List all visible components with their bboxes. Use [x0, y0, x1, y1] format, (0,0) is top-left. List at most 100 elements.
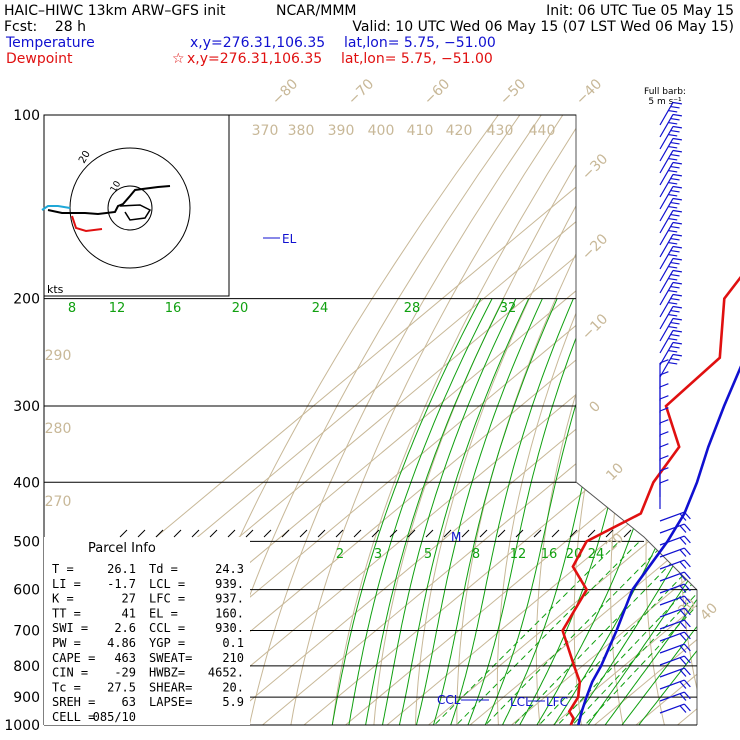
hatch-mark — [173, 529, 182, 538]
wind-barb-staff — [659, 667, 685, 678]
wind-barb-flag — [659, 479, 669, 484]
pressure-tick-label: 200 — [13, 292, 40, 308]
wind-barb-flag — [670, 177, 680, 181]
wind-barb-staff — [659, 318, 674, 342]
parcel-label: SREH = — [52, 695, 95, 709]
isotherm-line — [469, 115, 697, 725]
hatch-mark — [137, 529, 146, 538]
parcel-value: 27.5 — [107, 680, 136, 694]
wind-barb-flag — [679, 561, 687, 569]
grid-label: 40 — [697, 600, 721, 624]
hatch-mark — [299, 529, 308, 538]
hodograph-inset: 20 10 kts — [41, 114, 230, 297]
wind-barb-flag — [679, 657, 687, 665]
parcel-value: 5.9 — [222, 695, 244, 709]
grid-label: 0 — [586, 398, 604, 416]
mixing-ratio-line — [421, 541, 620, 725]
mixing-ratio-line — [443, 541, 640, 725]
grid-label: 3 — [374, 547, 382, 562]
wind-barb-flag — [683, 619, 691, 628]
wind-barb-staff — [659, 126, 674, 150]
wind-barb-flag — [668, 145, 678, 149]
mixing-ratio-line — [545, 541, 697, 725]
barb-key-line1: Full barb: — [644, 87, 686, 97]
hatch-mark — [425, 529, 434, 538]
wind-barb-flag — [670, 237, 680, 241]
wind-barb-staff — [659, 306, 674, 330]
dewpoint-legend: Dewpoint — [6, 51, 73, 67]
wind-barb-flag — [670, 213, 680, 217]
wind-barb-flag — [670, 105, 680, 109]
parcel-label: K = — [52, 592, 74, 606]
wind-barb-staff — [659, 210, 674, 234]
isotherm-line — [386, 115, 697, 725]
moist-adiabat-line — [395, 298, 530, 725]
pressure-tick-label: 600 — [13, 583, 40, 599]
wind-barb-flag — [659, 383, 669, 388]
wind-barb-flag — [672, 173, 682, 177]
wind-barb-flag — [679, 573, 687, 581]
wind-barb-flag — [659, 443, 669, 448]
parcel-info-title: Parcel Info — [88, 541, 156, 556]
parcel-value: 24.3 — [215, 562, 244, 576]
wind-barb-flag — [670, 201, 680, 205]
wind-barb-flag — [670, 345, 680, 349]
hodograph-units: kts — [47, 283, 64, 296]
grid-label: 24 — [588, 547, 605, 562]
moist-adiabat-line — [578, 298, 697, 725]
pressure-tick-label: 400 — [13, 475, 40, 491]
wind-barb-flag — [659, 419, 669, 424]
parcel-value: -1.7 — [107, 577, 136, 591]
dewpoint-xy: x,y=276.31,106.35 — [187, 51, 322, 67]
wind-barb-flag — [670, 141, 680, 145]
wind-barb-flag — [672, 137, 682, 141]
parcel-label: Td = — [149, 562, 178, 576]
wind-barb-flag — [668, 157, 678, 161]
wind-barb-flag — [672, 293, 682, 297]
wind-barb-flag — [670, 165, 680, 169]
moist-adiabat-line — [379, 298, 517, 725]
grid-label: −10 — [579, 311, 611, 343]
parcel-label: CIN = — [52, 666, 88, 680]
parcel-value: 4652. — [208, 666, 244, 680]
parcel-value: 937. — [215, 592, 244, 606]
hatch-mark — [371, 529, 380, 538]
m-label: M — [451, 530, 461, 544]
wind-barb-staff — [659, 234, 674, 258]
barb-key-line2: 5 m s⁻¹ — [648, 97, 682, 107]
grid-label: 28 — [404, 301, 421, 316]
wind-barb-flag — [672, 125, 682, 129]
wind-barb-flag — [670, 333, 680, 337]
dry-adiabat-line — [246, 115, 542, 725]
parcel-label: LAPSE= — [149, 695, 192, 709]
wind-barb-staff — [659, 162, 674, 186]
wind-barb-flag — [668, 133, 678, 137]
moist-adiabat-line — [528, 298, 697, 725]
wind-barb-flag — [679, 693, 687, 701]
wind-barb-flag — [683, 679, 691, 688]
hatch-mark — [587, 529, 596, 538]
dewpoint-latlon: lat,lon= 5.75, −51.00 — [341, 51, 493, 67]
mixing-ratio-line — [500, 541, 693, 725]
wind-barb-flag — [672, 113, 682, 117]
wind-barb-staff — [659, 294, 674, 318]
wind-barb-flag — [668, 253, 678, 257]
wind-barb-flag — [668, 205, 678, 209]
pressure-tick-label: 500 — [13, 534, 40, 550]
wind-barb-flag — [670, 189, 680, 193]
wind-barb-flag — [670, 285, 680, 289]
pressure-tick-label: 100 — [13, 108, 40, 124]
parcel-value: 4.86 — [107, 636, 136, 650]
hatch-mark — [119, 529, 128, 538]
wind-barb-flag — [659, 455, 669, 460]
parcel-label: YGP = — [149, 636, 185, 650]
hatch-mark — [317, 529, 326, 538]
wind-barb-flag — [683, 559, 691, 568]
grid-label: −20 — [579, 231, 611, 263]
wind-barb-staff — [659, 246, 674, 270]
grid-label: 380 — [288, 123, 315, 139]
dry-adiabat-line — [679, 115, 697, 725]
dry-adiabat-line — [456, 115, 650, 725]
hatch-mark — [479, 529, 488, 538]
wind-barb-flag — [672, 257, 682, 261]
